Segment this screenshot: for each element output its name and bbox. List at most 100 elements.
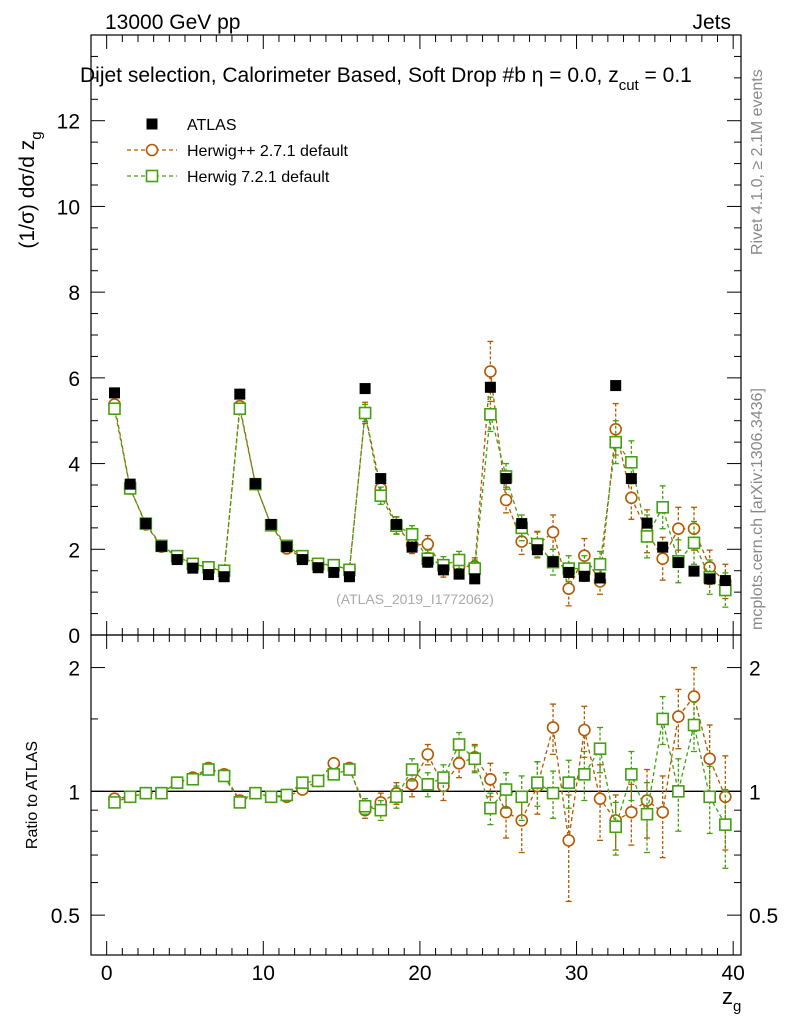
data-point-herwig7 <box>452 553 466 567</box>
data-point-herwigpp <box>578 723 591 737</box>
data-point-atlas <box>171 554 183 566</box>
data-point-herwig7 <box>499 783 513 796</box>
data-point-atlas <box>469 573 481 585</box>
data-point-herwig7 <box>186 772 200 786</box>
legend-marker-atlas <box>146 118 158 130</box>
data-point-atlas <box>140 518 152 530</box>
svg-text:(1/σ) dσ/d zg: (1/σ) dσ/d zg <box>16 131 45 248</box>
data-point-atlas <box>281 541 293 553</box>
data-point-atlas <box>547 556 559 568</box>
data-point-atlas <box>625 473 637 485</box>
y-tick-label: 4 <box>68 454 80 477</box>
data-point-atlas <box>359 383 371 395</box>
ratio-y-tick-label: 2 <box>68 658 80 681</box>
data-point-herwig7 <box>327 768 341 781</box>
header-left: 13000 GeV pp <box>105 11 240 34</box>
data-point-herwig7 <box>123 790 137 804</box>
data-point-herwigpp <box>703 752 716 766</box>
data-point-atlas <box>406 541 418 553</box>
x-tick-label: 30 <box>565 962 588 985</box>
data-point-herwigpp <box>562 834 576 847</box>
series-herwig7 <box>108 695 732 869</box>
data-point-herwigpp <box>484 365 497 378</box>
data-point-atlas <box>187 562 199 574</box>
ratio-plot-frame <box>90 634 742 956</box>
data-point-herwig7 <box>687 718 701 732</box>
data-point-atlas <box>657 541 669 553</box>
data-point-herwig7 <box>703 790 716 804</box>
data-point-herwig7 <box>108 402 121 416</box>
series-line-herwig7 <box>113 408 726 591</box>
data-point-herwig7 <box>719 583 732 597</box>
x-tick-label: 40 <box>721 962 744 985</box>
data-point-herwigpp <box>593 792 607 805</box>
data-point-atlas <box>563 566 575 578</box>
data-point-herwig7 <box>625 455 638 469</box>
data-point-herwigpp <box>687 690 701 703</box>
data-point-atlas <box>155 540 167 552</box>
data-point-atlas <box>202 569 214 581</box>
data-point-herwig7 <box>578 768 591 781</box>
data-point-atlas <box>265 518 277 530</box>
series-line-herwigpp <box>114 695 726 841</box>
data-point-herwig7 <box>437 771 450 784</box>
ratio-y-tick-label-right: 2 <box>749 658 761 681</box>
legend: ATLAS Herwig++ 2.7.1 default Herwig 7.2.1 … <box>127 117 349 186</box>
data-point-herwigpp <box>672 522 685 536</box>
data-point-herwig7 <box>358 406 372 420</box>
data-point-herwig7 <box>656 712 669 726</box>
data-point-herwig7 <box>515 790 529 804</box>
y-tick-label: 8 <box>68 282 80 305</box>
ratio-ylabel: Ratio to ATLAS <box>24 741 41 849</box>
ratio-y-tick-label: 0.5 <box>51 905 80 928</box>
series-herwigpp <box>108 666 732 903</box>
data-point-herwig7 <box>484 407 497 421</box>
data-point-herwig7 <box>687 536 701 550</box>
y-tick-label: 10 <box>57 196 80 219</box>
data-point-herwig7 <box>562 776 576 789</box>
data-point-atlas <box>672 557 684 569</box>
data-point-herwig7 <box>139 786 153 800</box>
data-point-atlas <box>124 478 136 490</box>
data-point-herwig7 <box>546 786 560 800</box>
data-point-atlas <box>516 518 528 530</box>
legend-item-herwig7: Herwig 7.2.1 default <box>127 169 330 186</box>
data-point-herwig7 <box>609 820 622 834</box>
data-point-herwig7 <box>421 778 435 791</box>
data-point-herwig7 <box>343 763 356 776</box>
data-point-herwigpp <box>562 582 576 596</box>
legend-item-herwigpp: Herwig++ 2.7.1 default <box>127 143 349 160</box>
y-tick-label: 6 <box>68 368 80 391</box>
data-point-herwig7 <box>625 768 638 781</box>
data-point-herwig7 <box>672 785 685 798</box>
series-line-herwigpp <box>113 371 726 591</box>
data-point-herwig7 <box>155 786 168 800</box>
data-point-herwigpp <box>656 805 669 819</box>
data-point-herwig7 <box>358 799 372 813</box>
header-right: Jets <box>692 11 731 34</box>
data-point-atlas <box>375 473 387 485</box>
data-point-herwig7 <box>108 796 121 809</box>
title-formula-tail: = 0.0, z <box>543 64 618 87</box>
mcplots-label: mcplots.cern.ch [arXiv:1306.3436] <box>749 388 766 630</box>
data-point-herwig7 <box>264 790 278 804</box>
data-point-herwig7 <box>170 776 184 789</box>
data-point-atlas <box>312 562 324 574</box>
data-point-herwigpp <box>656 552 669 566</box>
data-point-herwig7 <box>296 776 309 789</box>
x-tick-label: 20 <box>408 962 431 985</box>
x-tick-label: 10 <box>252 962 275 985</box>
data-point-herwig7 <box>593 557 607 571</box>
data-point-herwigpp <box>546 721 560 734</box>
data-point-herwig7 <box>656 500 669 514</box>
data-point-atlas <box>610 380 622 392</box>
data-point-herwigpp <box>609 422 622 436</box>
legend-marker-herwig7 <box>145 169 159 183</box>
data-point-herwigpp <box>421 537 435 551</box>
data-point-herwig7 <box>468 752 482 766</box>
data-point-atlas <box>218 571 230 583</box>
data-point-herwigpp <box>672 710 685 723</box>
main-series-layer <box>108 340 732 608</box>
data-point-herwigpp <box>499 805 513 819</box>
legend-item-atlas: ATLAS <box>146 117 237 134</box>
